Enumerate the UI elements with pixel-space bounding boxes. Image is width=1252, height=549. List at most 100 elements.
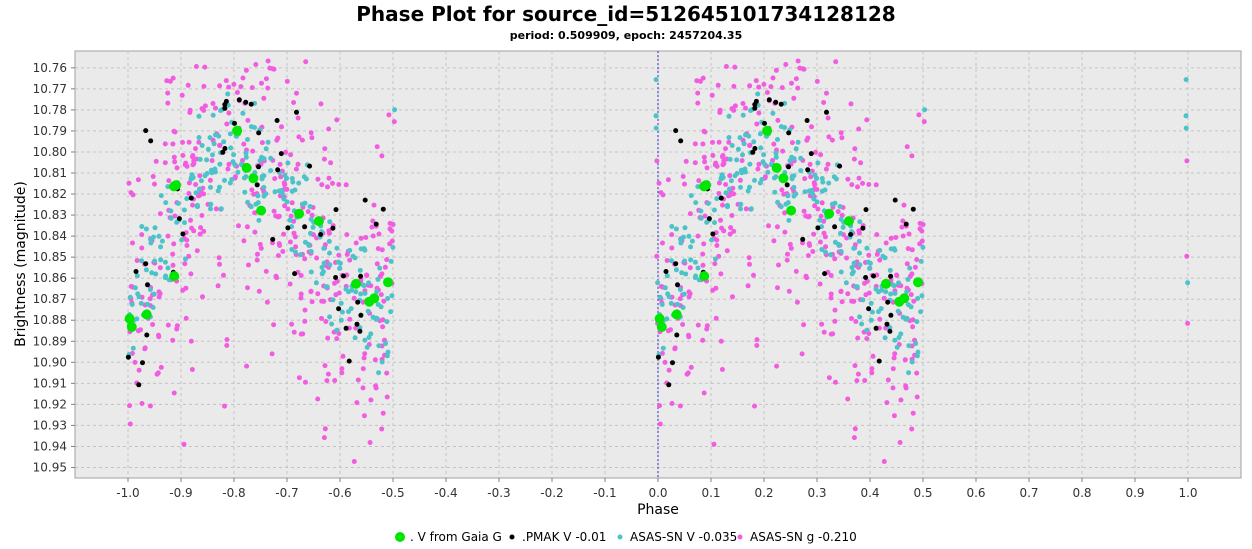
data-point [384,319,390,325]
data-point [281,231,287,237]
data-point [723,146,728,152]
data-point [194,202,200,208]
data-point [222,177,227,183]
data-point [313,280,319,286]
data-point [804,118,810,123]
data-point [791,184,797,190]
data-point [838,288,844,294]
y-tick-label: 10.85 [33,250,67,264]
data-point [753,98,759,104]
data-point [221,139,227,145]
data-point [243,99,249,105]
data-point [906,343,912,349]
data-point [298,291,304,297]
data-point [217,161,223,167]
data-point [318,101,324,107]
data-point [901,202,907,208]
data-point [755,91,761,97]
data-point [378,292,384,298]
data-point [174,165,180,171]
data-point [147,296,153,302]
y-tick-label: 10.89 [33,334,67,348]
data-point [738,201,744,207]
data-point [363,235,369,240]
data-point [870,353,876,359]
data-point [833,176,839,182]
data-point [357,328,363,334]
data-point [894,272,900,278]
data-point [298,252,304,258]
data-point [380,206,386,212]
data-point [289,247,295,252]
data-point [188,338,194,344]
data-point [202,64,208,70]
data-point [815,206,821,212]
data-point [812,172,818,178]
data-point [845,291,851,297]
data-point [201,83,207,89]
data-point [153,158,159,164]
data-point [376,370,382,376]
data-point [127,403,132,409]
data-point [319,182,325,188]
data-point [778,173,789,184]
data-point [358,312,364,318]
data-point [817,281,823,287]
data-point [856,238,862,244]
data-point [150,174,156,179]
data-point [688,364,694,370]
data-point [287,217,293,223]
y-tick-label: 10.78 [33,103,67,117]
data-point [677,296,683,302]
data-point [223,78,229,84]
data-point [197,156,203,162]
data-point [892,197,898,203]
data-point [855,371,861,377]
data-point [285,160,291,166]
data-point [701,154,707,160]
data-point [308,288,314,294]
data-point [148,240,154,246]
data-point [887,325,893,331]
data-point [891,355,897,361]
data-point [892,337,898,343]
data-point [327,262,333,268]
data-point [909,271,915,277]
data-point [295,115,301,121]
data-point [210,101,216,106]
data-point [263,191,269,197]
data-point [775,117,781,123]
data-point [256,288,262,294]
data-point [315,176,321,182]
data-point [204,157,210,163]
data-point [292,249,298,255]
data-point [217,261,222,267]
data-point [280,249,286,254]
data-point [351,278,361,289]
data-point [845,396,851,402]
data-point [135,177,141,183]
data-point [282,182,288,188]
x-tick-label: 0.9 [1125,486,1144,500]
data-point [134,258,140,263]
data-point [754,343,760,348]
data-point [776,262,781,268]
data-point [134,273,140,279]
data-point [163,200,169,206]
data-point [670,360,675,366]
data-point [238,84,244,90]
data-point [907,265,913,271]
data-point [787,241,793,247]
data-point [145,301,150,307]
data-point [232,174,238,180]
data-point [809,124,814,130]
data-point [166,178,172,184]
y-tick-label: 10.95 [33,460,67,474]
data-point [686,294,692,300]
data-point [143,267,149,273]
data-point [308,216,314,222]
data-point [866,182,872,187]
data-point [381,298,387,304]
data-point [803,213,809,219]
data-point [659,302,665,307]
